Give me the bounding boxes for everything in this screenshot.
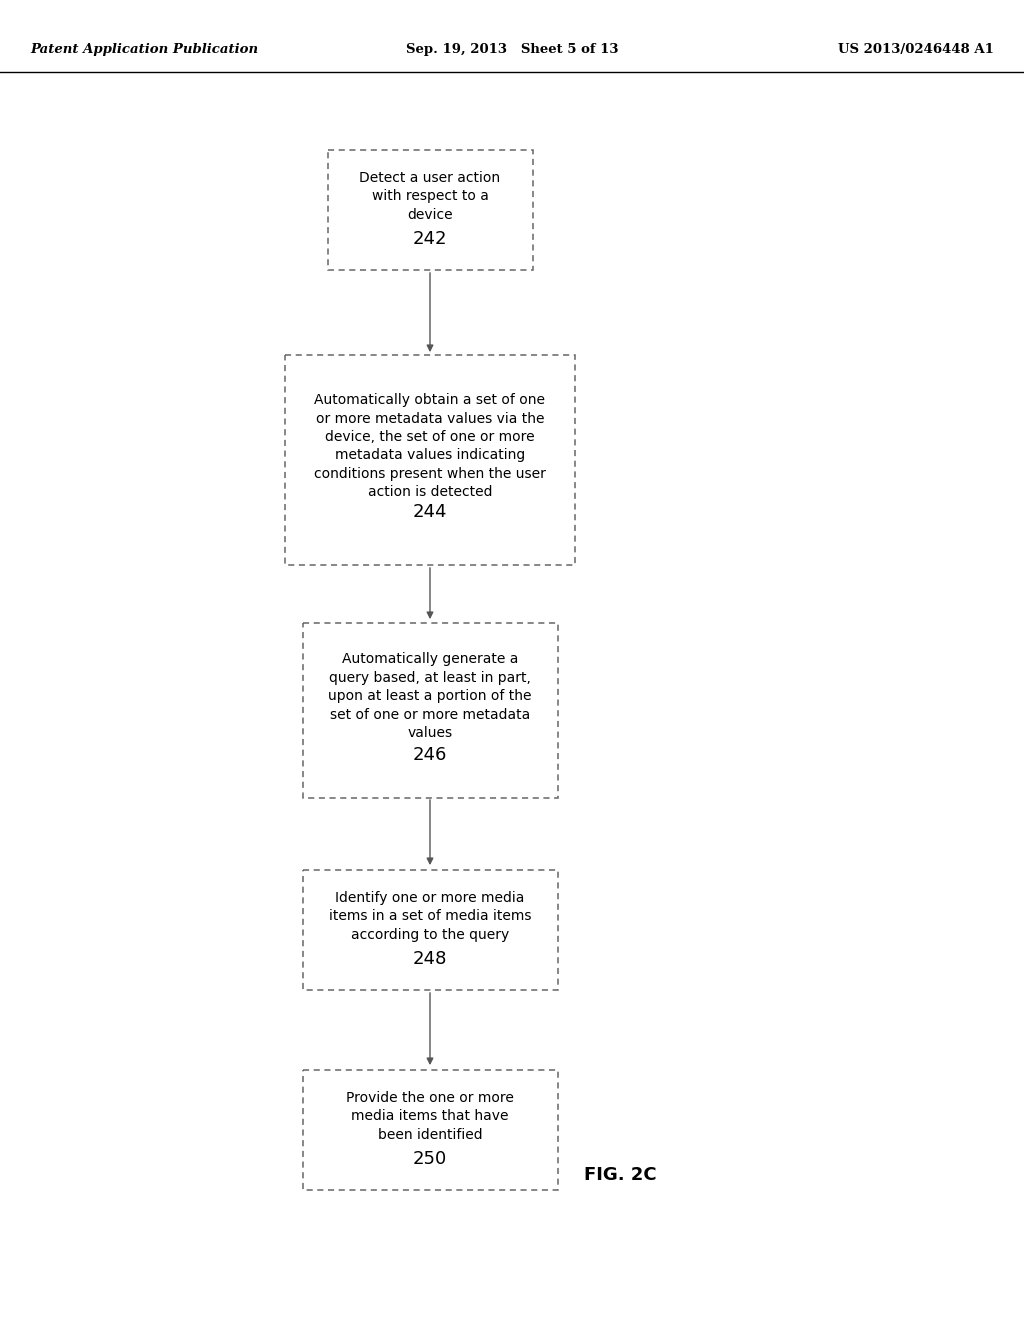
Bar bbox=[302, 1071, 557, 1191]
Text: US 2013/0246448 A1: US 2013/0246448 A1 bbox=[838, 44, 994, 57]
Text: Detect a user action
with respect to a
device: Detect a user action with respect to a d… bbox=[359, 170, 501, 222]
Text: 242: 242 bbox=[413, 231, 447, 248]
Bar bbox=[302, 623, 557, 797]
Bar bbox=[302, 870, 557, 990]
Text: Automatically generate a
query based, at least in part,
upon at least a portion : Automatically generate a query based, at… bbox=[329, 652, 531, 741]
Text: Patent Application Publication: Patent Application Publication bbox=[30, 44, 258, 57]
Text: 244: 244 bbox=[413, 503, 447, 521]
Text: Automatically obtain a set of one
or more metadata values via the
device, the se: Automatically obtain a set of one or mor… bbox=[314, 393, 546, 499]
Text: Identify one or more media
items in a set of media items
according to the query: Identify one or more media items in a se… bbox=[329, 891, 531, 941]
Bar bbox=[285, 355, 575, 565]
Text: 248: 248 bbox=[413, 950, 447, 969]
Text: FIG. 2C: FIG. 2C bbox=[584, 1166, 656, 1184]
Text: 250: 250 bbox=[413, 1151, 447, 1168]
Text: Sep. 19, 2013   Sheet 5 of 13: Sep. 19, 2013 Sheet 5 of 13 bbox=[406, 44, 618, 57]
Bar bbox=[328, 150, 532, 271]
Text: Provide the one or more
media items that have
been identified: Provide the one or more media items that… bbox=[346, 1090, 514, 1142]
Text: 246: 246 bbox=[413, 746, 447, 763]
